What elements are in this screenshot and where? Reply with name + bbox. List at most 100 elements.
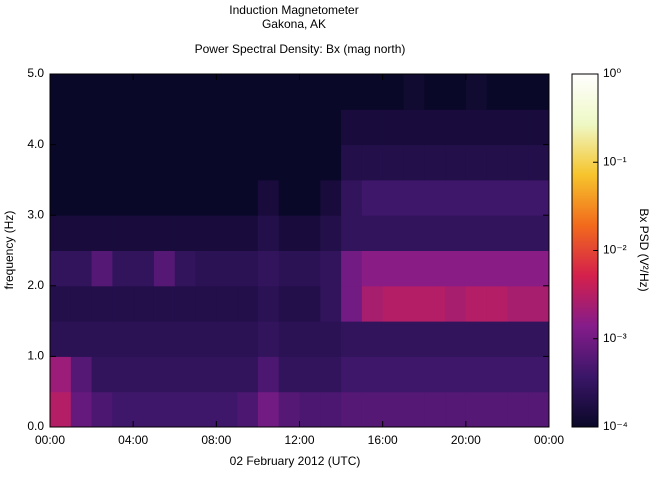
- psd-cell: [424, 321, 446, 357]
- psd-cell: [278, 285, 300, 322]
- psd-cell: [257, 285, 280, 322]
- psd-cell: [237, 179, 259, 216]
- psd-cell: [361, 356, 384, 393]
- psd-cell: [216, 215, 238, 251]
- psd-cell: [278, 391, 300, 428]
- x-tick-label: 00:00: [35, 433, 65, 447]
- psd-cell: [299, 179, 321, 216]
- psd-cell: [70, 285, 93, 322]
- psd-cell: [216, 250, 238, 287]
- psd-cell: [341, 144, 363, 181]
- psd-cell: [278, 321, 300, 357]
- psd-cell: [382, 321, 404, 357]
- psd-cell: [341, 321, 363, 357]
- psd-cell: [50, 144, 72, 181]
- psd-cell: [112, 250, 134, 287]
- psd-cell: [174, 109, 197, 146]
- psd-cell: [528, 179, 550, 216]
- psd-cell: [361, 74, 384, 110]
- psd-cell: [91, 321, 113, 357]
- psd-cell: [445, 391, 467, 428]
- psd-cell: [528, 391, 550, 428]
- psd-cell: [112, 391, 134, 428]
- psd-cell: [70, 250, 93, 287]
- psd-cell: [299, 144, 321, 181]
- psd-cell: [507, 391, 529, 428]
- psd-cell: [320, 285, 342, 322]
- psd-cell: [195, 285, 217, 322]
- psd-cell: [237, 144, 259, 181]
- psd-cell: [50, 250, 72, 287]
- psd-cell: [112, 321, 134, 357]
- psd-cell: [382, 391, 404, 428]
- psd-cell: [341, 179, 363, 216]
- y-tick-label: 3.0: [27, 207, 44, 221]
- psd-cell: [507, 144, 529, 181]
- psd-cell: [153, 391, 176, 428]
- psd-cell: [70, 74, 93, 110]
- psd-cell: [174, 250, 197, 287]
- psd-cell: [91, 391, 113, 428]
- colorbar-tick-label: 10⁻¹: [603, 154, 627, 168]
- psd-cell: [299, 250, 321, 287]
- psd-cell: [445, 250, 467, 287]
- psd-cell: [299, 285, 321, 322]
- psd-cell: [112, 109, 134, 146]
- psd-cell: [91, 179, 113, 216]
- psd-cell: [195, 74, 217, 110]
- psd-cell: [424, 391, 446, 428]
- psd-cell: [424, 285, 446, 322]
- psd-cell: [91, 144, 113, 181]
- psd-cell: [174, 321, 197, 357]
- psd-cell: [70, 109, 93, 146]
- psd-cell: [320, 250, 342, 287]
- psd-cell: [486, 179, 508, 216]
- psd-cell: [50, 285, 72, 322]
- psd-cell: [528, 321, 550, 357]
- psd-cell: [216, 321, 238, 357]
- psd-cell: [445, 215, 467, 251]
- psd-cell: [257, 215, 280, 251]
- psd-cell: [174, 391, 197, 428]
- psd-cell: [70, 144, 93, 181]
- psd-cell: [50, 74, 72, 110]
- psd-cell: [528, 356, 550, 393]
- psd-cell: [361, 321, 384, 357]
- psd-cell: [153, 109, 176, 146]
- psd-cell: [50, 215, 72, 251]
- psd-cell: [153, 285, 176, 322]
- psd-cell: [91, 250, 113, 287]
- psd-cell: [320, 356, 342, 393]
- psd-cell: [486, 250, 508, 287]
- psd-cell: [133, 356, 155, 393]
- psd-cell: [195, 109, 217, 146]
- psd-cell: [382, 250, 404, 287]
- psd-cell: [195, 250, 217, 287]
- psd-cell: [507, 179, 529, 216]
- psd-cell: [299, 74, 321, 110]
- psd-cell: [237, 321, 259, 357]
- psd-cell: [320, 109, 342, 146]
- plot-title: Power Spectral Density: Bx (mag north): [195, 42, 406, 56]
- psd-cell: [216, 109, 238, 146]
- psd-cell: [299, 215, 321, 251]
- psd-cell: [320, 321, 342, 357]
- psd-cell: [486, 144, 508, 181]
- psd-cell: [174, 179, 197, 216]
- psd-cell: [133, 109, 155, 146]
- psd-cell: [465, 321, 488, 357]
- colorbar-tick-label: 10⁻²: [603, 243, 627, 257]
- psd-cell: [216, 74, 238, 110]
- psd-cell: [403, 321, 425, 357]
- psd-cell: [403, 144, 425, 181]
- psd-cell: [382, 356, 404, 393]
- psd-cell: [278, 250, 300, 287]
- psd-cell: [216, 285, 238, 322]
- psd-cell: [486, 285, 508, 322]
- psd-cell: [133, 391, 155, 428]
- psd-cell: [528, 215, 550, 251]
- psd-cell: [528, 144, 550, 181]
- psd-cell: [403, 179, 425, 216]
- psd-cell: [320, 74, 342, 110]
- psd-cell: [174, 285, 197, 322]
